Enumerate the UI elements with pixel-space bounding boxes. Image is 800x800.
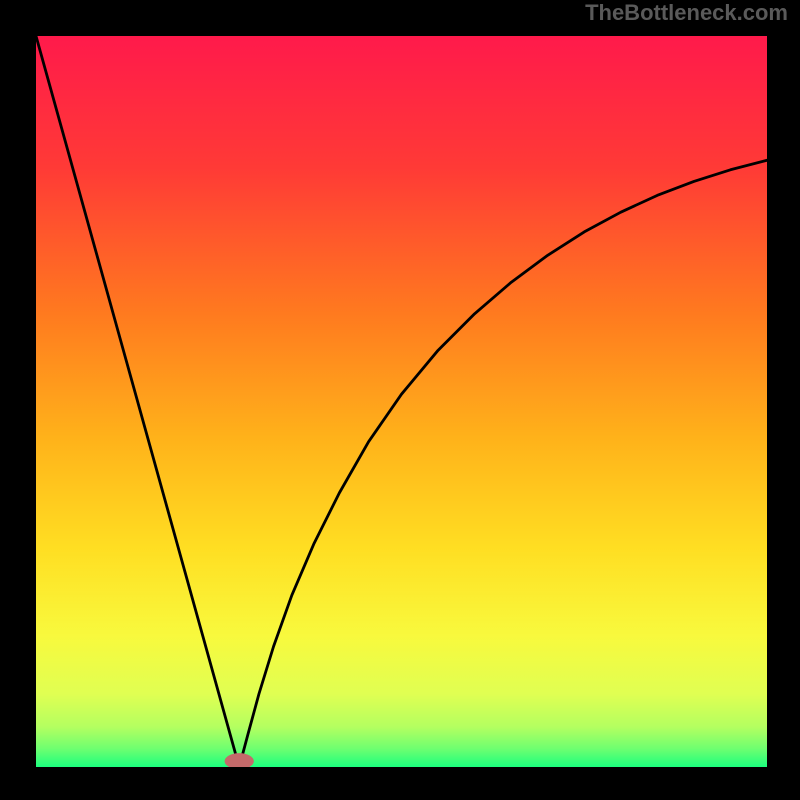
chart-frame: TheBottleneck.com — [0, 0, 800, 800]
curve-left-branch — [36, 36, 239, 767]
curve-right-branch — [239, 160, 767, 767]
optimal-point-marker — [225, 753, 254, 767]
plot-area — [36, 36, 767, 767]
bottleneck-curve — [36, 36, 767, 767]
attribution-text: TheBottleneck.com — [585, 0, 788, 26]
